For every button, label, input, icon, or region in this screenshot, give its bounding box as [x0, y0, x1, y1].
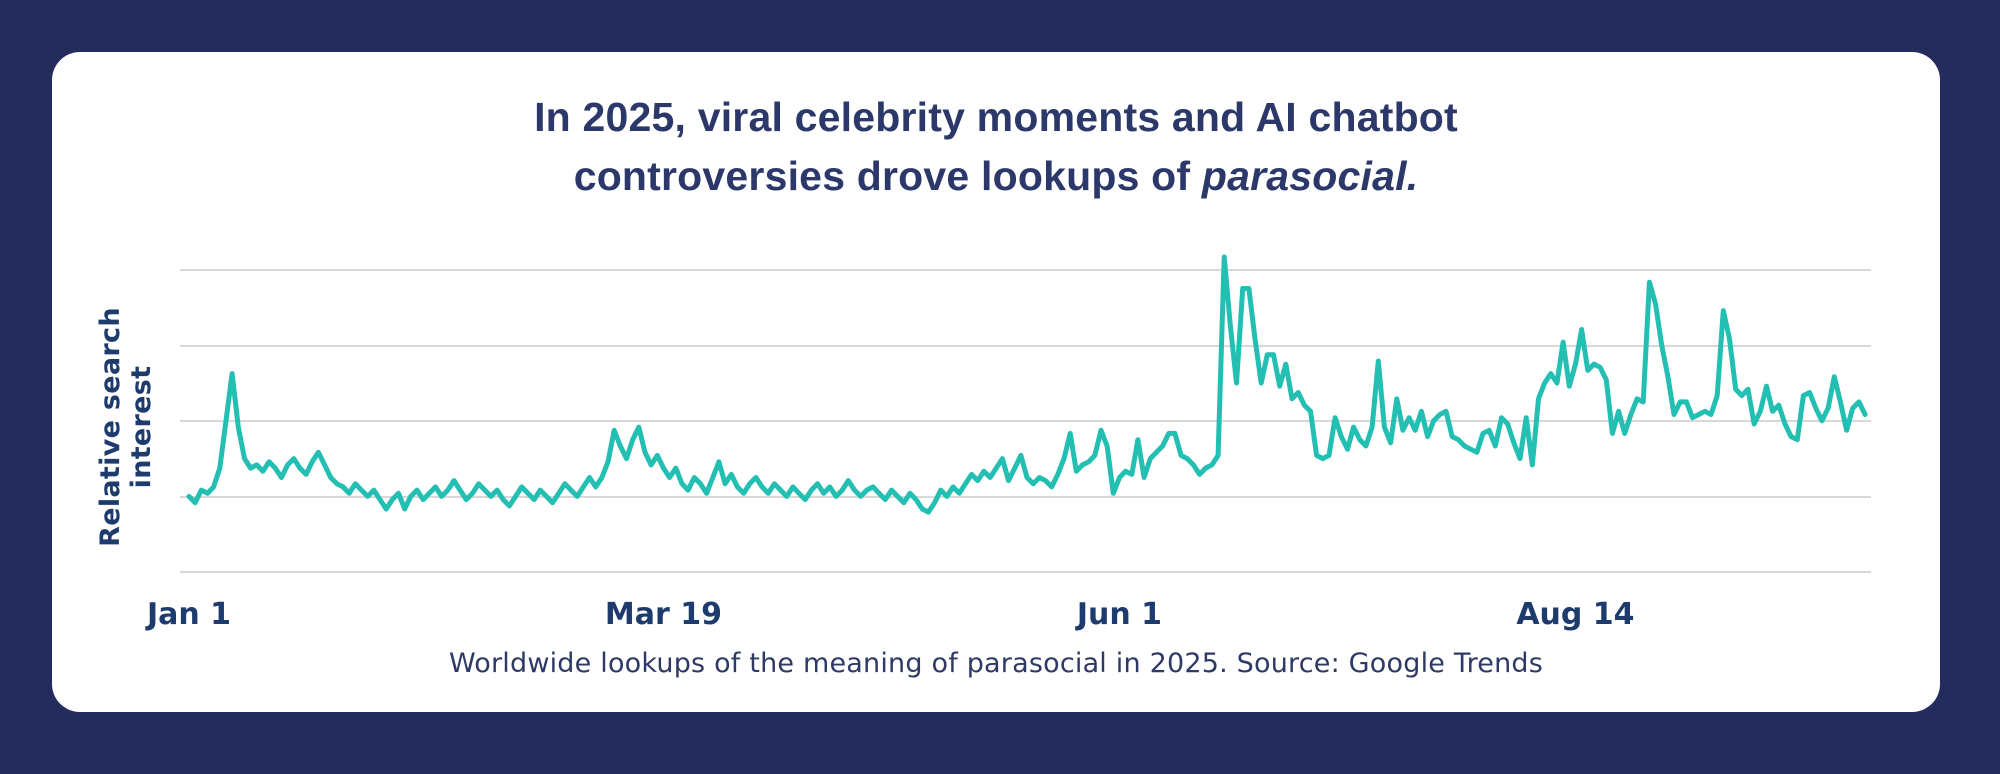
- chart-card: In 2025, viral celebrity moments and AI …: [52, 52, 1940, 712]
- x-tick-label: Jun 1: [1076, 597, 1163, 632]
- chart-title-line2-prefix: controversies drove lookups of: [573, 153, 1202, 199]
- y-axis-label: Relative search interest: [95, 307, 157, 547]
- x-tick-label: Aug 14: [1516, 597, 1635, 632]
- source-caption: Worldwide lookups of the meaning of para…: [448, 648, 1544, 679]
- chart-title: In 2025, viral celebrity moments and AI …: [52, 88, 1940, 206]
- x-tick-label: Jan 1: [146, 597, 232, 632]
- chart-title-line1: In 2025, viral celebrity moments and AI …: [534, 94, 1458, 140]
- chart-title-line2: controversies drove lookups of parasocia…: [52, 147, 1940, 206]
- plot-area: [180, 210, 1871, 582]
- trend-line: [186, 254, 1868, 515]
- trend-line-svg: [180, 254, 1871, 573]
- x-axis-tick-labels: Jan 1 Mar 19 Jun 1 Aug 14: [147, 597, 1871, 641]
- chart-title-keyword-italic: parasocial.: [1201, 153, 1419, 199]
- x-tick-label: Mar 19: [604, 597, 723, 632]
